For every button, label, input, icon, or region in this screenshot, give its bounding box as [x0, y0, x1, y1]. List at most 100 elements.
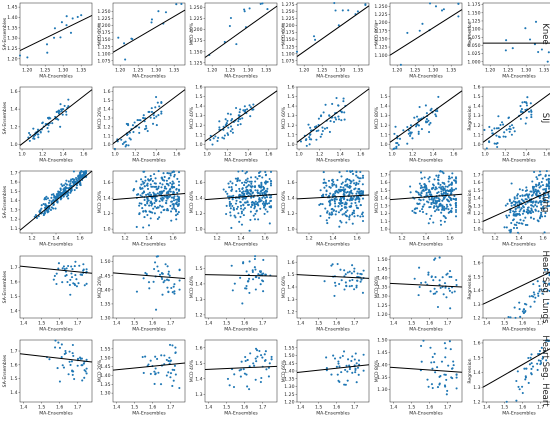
scatter-point	[345, 191, 348, 194]
scatter-point	[257, 273, 260, 276]
scatter-point	[51, 122, 54, 125]
scatter-point	[72, 180, 75, 183]
scatter-point	[242, 208, 245, 211]
scatter-point	[509, 128, 512, 131]
scatter-point	[317, 117, 320, 120]
scatter-point	[531, 193, 534, 196]
scatter-point	[247, 279, 250, 283]
scatter-point	[243, 8, 246, 11]
scatter-point	[532, 291, 535, 294]
scatter-point	[497, 127, 500, 130]
scatter-point	[540, 48, 543, 51]
scatter-point	[536, 362, 539, 365]
scatter-point	[450, 376, 453, 379]
scatter-point	[161, 190, 164, 193]
scatter-point	[229, 16, 232, 20]
scatter-point	[532, 211, 535, 214]
y-tick-label: 1.4	[473, 104, 480, 110]
scatter-point	[69, 293, 72, 296]
scatter-point	[331, 207, 334, 210]
scatter-point	[152, 191, 155, 194]
y-tick-label: 1.0	[195, 142, 202, 148]
scatter-point	[332, 120, 336, 123]
scatter-point	[171, 291, 174, 294]
x-tick-label: 1.2	[28, 236, 35, 242]
x-tick-label: 1.5	[408, 405, 415, 411]
scatter-point	[438, 279, 441, 282]
y-tick-label: 1.3	[473, 302, 480, 308]
scatter-point	[521, 194, 524, 197]
scatter-point	[174, 208, 177, 211]
scatter-point	[540, 211, 543, 214]
scatter-point	[350, 284, 353, 287]
scatter-point	[62, 108, 65, 111]
y-tick-label: 1.250	[189, 5, 202, 11]
scatter-point	[240, 210, 243, 213]
scatter-point	[75, 186, 78, 190]
scatter-point	[170, 210, 173, 213]
scatter-point	[259, 207, 262, 210]
scatter-point	[538, 192, 542, 195]
scatter-point	[48, 199, 51, 202]
scatter-point	[437, 197, 440, 200]
scatter-point	[169, 204, 172, 207]
scatter-point	[269, 199, 273, 202]
axes-frame	[482, 255, 550, 319]
scatter-point	[410, 131, 413, 134]
scatter-point	[533, 300, 536, 303]
scatter-point	[61, 113, 64, 116]
x-tick-label: 1.2	[491, 236, 498, 242]
scatter-point	[342, 186, 345, 189]
y-tick-label: 1.45	[100, 273, 110, 279]
scatter-point	[543, 188, 546, 191]
scatter-point	[246, 358, 249, 362]
scatter-point	[538, 349, 542, 353]
scatter-point	[235, 190, 238, 193]
scatter-point	[355, 381, 358, 384]
x-tick-label: 1.6	[149, 321, 156, 327]
y-tick-label: 1.100	[281, 51, 294, 57]
scatter-point	[437, 208, 440, 212]
scatter-point	[234, 177, 237, 180]
scatter-point	[146, 213, 149, 217]
scatter-point	[443, 215, 446, 218]
scatter-point	[534, 209, 537, 212]
scatter-point	[150, 21, 153, 24]
x-axis-label: MA-Ensembles	[316, 327, 350, 333]
scatter-point	[345, 170, 349, 173]
scatter-point	[243, 184, 246, 187]
scatter-point	[43, 197, 47, 200]
scatter-point	[155, 199, 158, 202]
y-tick-label: 1.0	[10, 142, 17, 148]
scatter-point	[512, 126, 515, 129]
scatter-point	[541, 207, 544, 210]
scatter-point	[175, 210, 178, 213]
scatter-point	[424, 104, 427, 107]
x-tick-label: 1.4	[297, 321, 304, 327]
scatter-panel: 1.301.351.401.451.501.4 1.5 1.6 1.7MA-Ensem…	[97, 255, 186, 333]
scatter-point	[244, 110, 247, 113]
y-tick-label: 1.175	[189, 38, 202, 44]
scatter-point	[168, 274, 171, 277]
scatter-point	[232, 386, 236, 389]
scatter-point	[344, 368, 347, 371]
scatter-point	[145, 125, 148, 128]
scatter-point	[267, 375, 270, 378]
scatter-point	[434, 276, 437, 279]
scatter-point	[47, 201, 51, 205]
x-tick-label: 1.7	[259, 321, 266, 327]
scatter-point	[411, 209, 414, 213]
scatter-point	[534, 183, 538, 186]
y-tick-label: 1.40	[7, 15, 17, 21]
x-axis-label: MA-Ensembles	[132, 411, 166, 417]
x-tick-label: 1.5	[38, 405, 45, 411]
scatter-point	[257, 276, 261, 280]
scatter-point	[433, 210, 437, 213]
scatter-point	[151, 197, 154, 200]
scatter-point	[85, 358, 88, 361]
scatter-point	[308, 133, 312, 136]
scatter-point	[72, 354, 75, 357]
scatter-point	[172, 199, 176, 202]
y-axis-label: MCD 40%	[189, 190, 195, 213]
scatter-point	[138, 202, 141, 205]
